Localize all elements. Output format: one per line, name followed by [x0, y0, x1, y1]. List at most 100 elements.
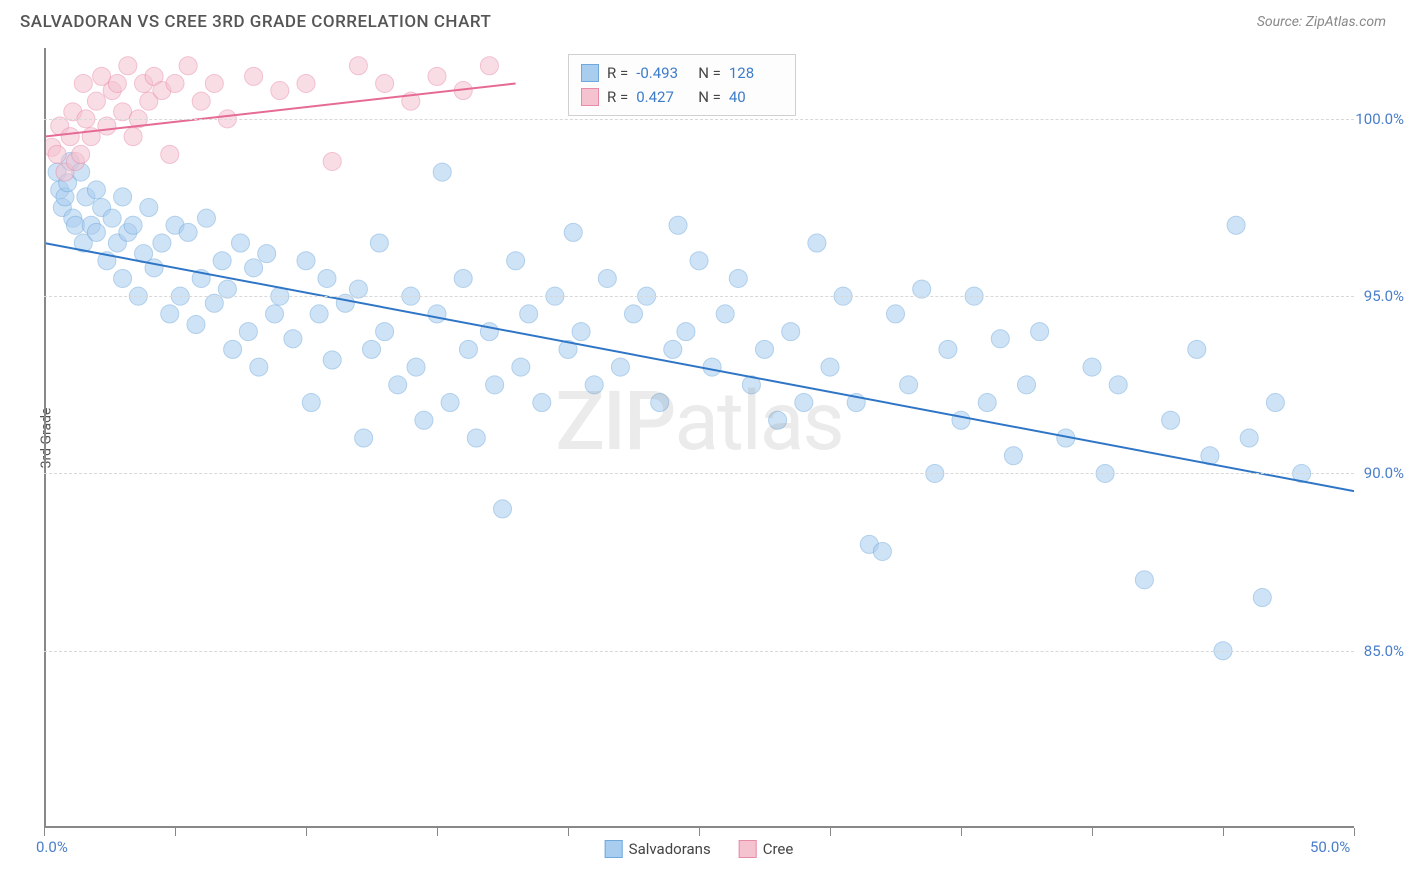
- data-point: [1266, 394, 1284, 412]
- data-point: [651, 394, 669, 412]
- gridline: [44, 296, 1354, 297]
- x-tick: [699, 828, 700, 836]
- data-point: [782, 323, 800, 341]
- data-point: [161, 145, 179, 163]
- legend-r-label: R =: [607, 61, 628, 85]
- y-axis-line: [44, 48, 46, 828]
- legend-swatch: [739, 840, 757, 858]
- stats-legend: R = -0.493 N = 128 R = 0.427 N = 40: [568, 54, 796, 116]
- data-point: [166, 74, 184, 92]
- data-point: [407, 358, 425, 376]
- data-point: [87, 181, 105, 199]
- data-point: [467, 429, 485, 447]
- data-point: [302, 394, 320, 412]
- stats-legend-row: R = -0.493 N = 128: [581, 61, 783, 85]
- data-point: [494, 500, 512, 518]
- x-tick: [437, 828, 438, 836]
- data-point: [585, 376, 603, 394]
- x-tick: [830, 828, 831, 836]
- gridline: [44, 119, 1354, 120]
- x-tick: [961, 828, 962, 836]
- data-point: [1240, 429, 1258, 447]
- data-point: [363, 340, 381, 358]
- legend-r-label: R =: [607, 85, 628, 109]
- data-point: [887, 305, 905, 323]
- data-point: [187, 316, 205, 334]
- data-point: [716, 305, 734, 323]
- data-point: [114, 269, 132, 287]
- data-point: [258, 245, 276, 263]
- data-point: [677, 323, 695, 341]
- data-point: [690, 252, 708, 270]
- data-point: [729, 269, 747, 287]
- data-point: [900, 376, 918, 394]
- data-point: [318, 269, 336, 287]
- data-point: [119, 57, 137, 75]
- data-point: [108, 74, 126, 92]
- data-point: [598, 269, 616, 287]
- data-point: [669, 216, 687, 234]
- data-point: [310, 305, 328, 323]
- x-tick-label: 0.0%: [36, 838, 68, 856]
- y-tick-label: 85.0%: [1364, 642, 1404, 660]
- data-point: [821, 358, 839, 376]
- data-point: [145, 259, 163, 277]
- data-point: [664, 340, 682, 358]
- series-legend-item: Cree: [739, 840, 794, 858]
- data-point: [179, 57, 197, 75]
- data-point: [507, 252, 525, 270]
- x-tick: [175, 828, 176, 836]
- x-tick: [568, 828, 569, 836]
- data-point: [756, 340, 774, 358]
- data-point: [564, 223, 582, 241]
- data-point: [1135, 571, 1153, 589]
- data-point: [520, 305, 538, 323]
- data-point: [197, 209, 215, 227]
- data-point: [572, 323, 590, 341]
- data-point: [284, 330, 302, 348]
- data-point: [297, 74, 315, 92]
- legend-swatch: [581, 64, 599, 82]
- data-point: [323, 152, 341, 170]
- data-point: [192, 92, 210, 110]
- data-point: [224, 340, 242, 358]
- data-point: [1253, 589, 1271, 607]
- gridline: [44, 651, 1354, 652]
- data-point: [1083, 358, 1101, 376]
- data-point: [124, 216, 142, 234]
- data-point: [415, 411, 433, 429]
- data-point: [795, 394, 813, 412]
- data-point: [952, 411, 970, 429]
- data-point: [376, 74, 394, 92]
- series-legend-item: Salvadorans: [605, 840, 711, 858]
- y-tick-label: 95.0%: [1364, 287, 1404, 305]
- data-point: [266, 305, 284, 323]
- data-point: [480, 57, 498, 75]
- series-legend-label: Cree: [763, 840, 794, 858]
- trend-line: [44, 243, 1354, 491]
- x-tick: [1354, 828, 1355, 836]
- data-point: [245, 67, 263, 85]
- scatter-plot: [44, 48, 1354, 828]
- legend-swatch: [581, 88, 599, 106]
- data-point: [389, 376, 407, 394]
- data-point: [428, 67, 446, 85]
- data-point: [808, 234, 826, 252]
- data-point: [297, 252, 315, 270]
- data-point: [1188, 340, 1206, 358]
- data-point: [61, 128, 79, 146]
- x-tick-label: 50.0%: [1310, 838, 1350, 856]
- data-point: [991, 330, 1009, 348]
- y-tick-label: 90.0%: [1364, 464, 1404, 482]
- data-point: [703, 358, 721, 376]
- data-point: [179, 223, 197, 241]
- data-point: [232, 234, 250, 252]
- data-point: [769, 411, 787, 429]
- data-point: [323, 351, 341, 369]
- data-point: [370, 234, 388, 252]
- data-point: [611, 358, 629, 376]
- legend-r-value: -0.493: [636, 61, 690, 85]
- y-tick-label: 100.0%: [1355, 110, 1404, 128]
- data-point: [1031, 323, 1049, 341]
- data-point: [533, 394, 551, 412]
